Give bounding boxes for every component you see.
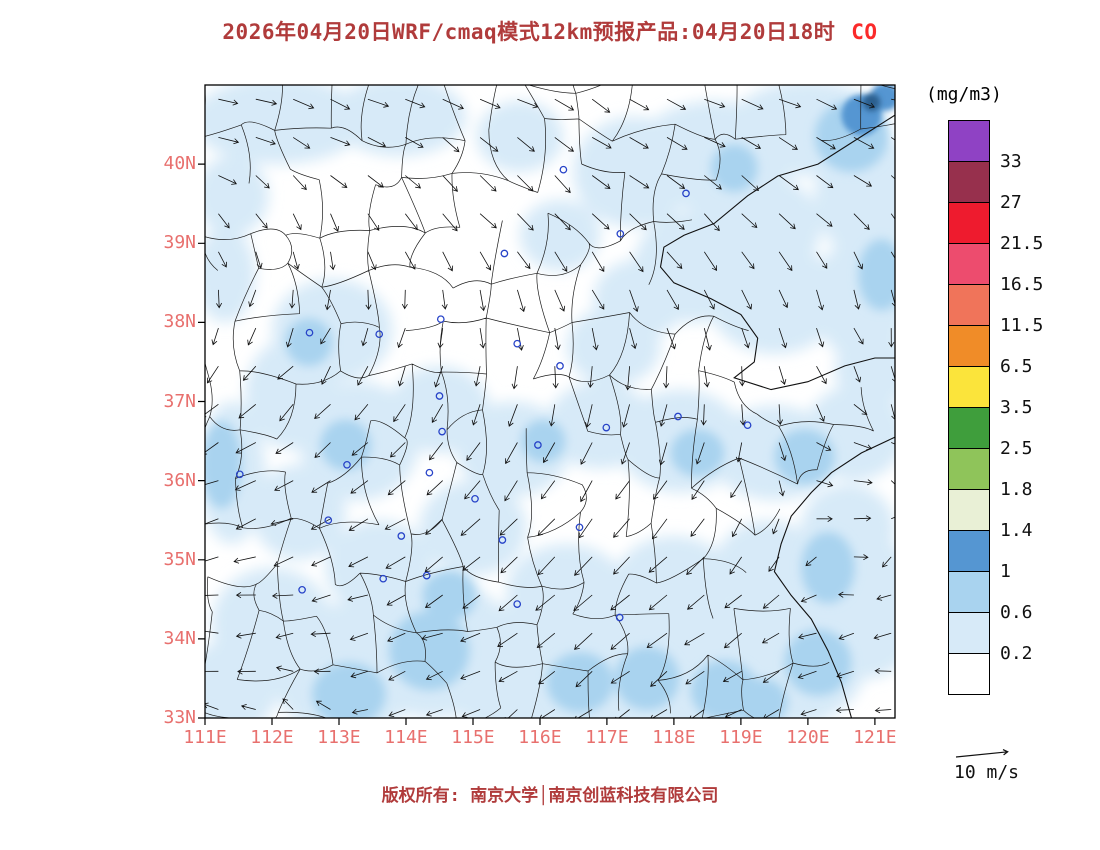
- lat-tick-label: 36N: [163, 469, 196, 491]
- page-title: 2026年04月20日WRF/cmaq模式12km预报产品:04月20日18时 C…: [0, 16, 1100, 46]
- legend-cell: [949, 490, 989, 531]
- coastline-bohai: [659, 114, 895, 391]
- legend-units: (mg/m3): [926, 84, 1002, 105]
- legend-cell: [949, 531, 989, 572]
- title-main: 2026年04月20日WRF/cmaq模式12km预报产品:04月20日18时: [222, 20, 836, 44]
- legend-cell: [949, 203, 989, 244]
- legend-cell: [949, 244, 989, 285]
- copyright-text: 版权所有: 南京大学│南京创蓝科技有限公司: [381, 786, 719, 806]
- legend-value-label: 3.5: [1000, 397, 1033, 418]
- lat-tick-label: 35N: [163, 548, 196, 570]
- legend-value-label: 0.2: [1000, 643, 1033, 664]
- coastline-yellow-sea: [773, 436, 895, 718]
- legend-cell: [949, 162, 989, 203]
- lon-tick-label: 118E: [652, 727, 696, 748]
- lon-tick-label: 112E: [250, 727, 294, 748]
- lat-tick-label: 40N: [163, 153, 196, 175]
- legend-value-label: 0.6: [1000, 602, 1033, 623]
- legend-cell: [949, 367, 989, 408]
- legend-value-label: 2.5: [1000, 438, 1033, 459]
- legend-value-label: 1: [1000, 561, 1011, 582]
- lat-tick-label: 34N: [163, 627, 196, 649]
- axis-ticks: [198, 163, 876, 725]
- legend-cell: [949, 121, 989, 162]
- legend-cell: [949, 572, 989, 613]
- map-frame: [204, 84, 896, 719]
- lon-tick-label: 114E: [384, 727, 428, 748]
- lon-tick-label: 119E: [719, 727, 763, 748]
- legend-value-label: 1.8: [1000, 479, 1033, 500]
- legend-cell: [949, 285, 989, 326]
- lat-tick-label: 38N: [163, 311, 196, 333]
- city-markers: [235, 165, 752, 622]
- lon-tick-label: 116E: [518, 727, 562, 748]
- wind-vectors: [205, 98, 895, 718]
- colorbar: [948, 120, 990, 695]
- lat-tick-label: 33N: [163, 707, 196, 728]
- legend-value-label: 27: [1000, 192, 1022, 213]
- county-boundaries: [205, 85, 895, 718]
- legend-value-label: 11.5: [1000, 315, 1044, 336]
- lon-tick-label: 121E: [853, 727, 897, 748]
- lat-tick-label: 39N: [163, 232, 196, 254]
- concentration-field: [205, 85, 895, 718]
- wind-scale-arrow: [955, 749, 1009, 758]
- lon-tick-label: 120E: [786, 727, 830, 748]
- legend-value-label: 1.4: [1000, 520, 1033, 541]
- lon-tick-label: 117E: [585, 727, 629, 748]
- legend-value-label: 21.5: [1000, 233, 1044, 254]
- legend-cell: [949, 449, 989, 490]
- title-species: CO: [851, 20, 878, 44]
- wind-scale-label: 10 m/s: [954, 762, 1020, 783]
- legend-cell: [949, 326, 989, 367]
- legend-value-label: 16.5: [1000, 274, 1044, 295]
- legend-cell: [949, 654, 989, 694]
- legend-value-label: 6.5: [1000, 356, 1033, 377]
- legend-value-label: 33: [1000, 151, 1022, 172]
- lon-tick-label: 111E: [183, 727, 227, 748]
- legend-cell: [949, 408, 989, 449]
- lon-tick-label: 113E: [317, 727, 361, 748]
- legend-cell: [949, 613, 989, 654]
- lon-tick-label: 115E: [451, 727, 495, 748]
- lat-tick-label: 37N: [163, 390, 196, 412]
